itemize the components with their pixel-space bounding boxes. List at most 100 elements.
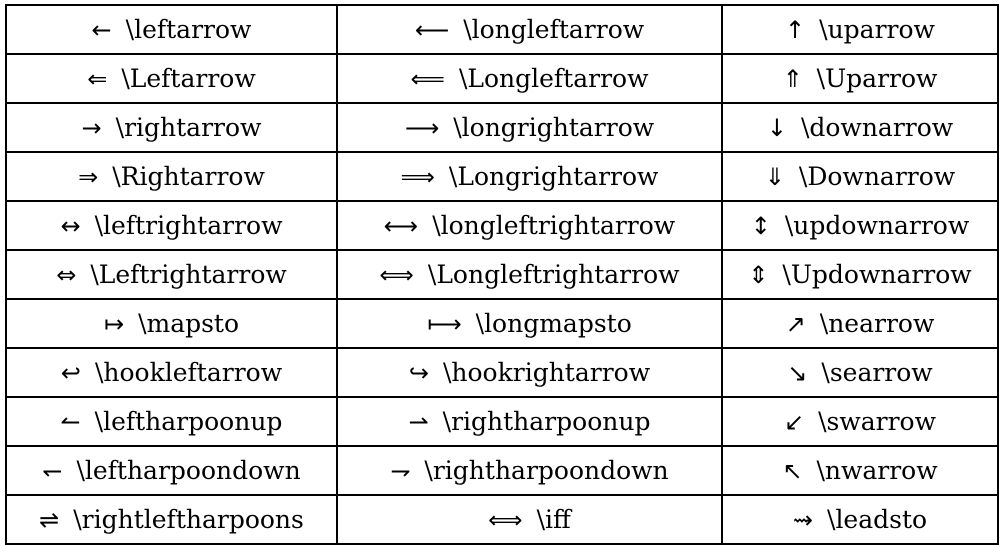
command-label: \Downarrow (798, 162, 956, 191)
arrow-cell: ↓ \downarrow (721, 102, 999, 153)
longrightarrow-icon: ⟶ (404, 114, 440, 142)
table-row: ⇒ \Rightarrow ⟹ \Longrightarrow ⇓ \Downarro… (5, 151, 999, 202)
nearrow-icon: ↗ (785, 310, 806, 338)
command-label: \swarrow (818, 407, 937, 436)
command-label: \Updownarrow (782, 260, 972, 289)
swarrow-icon: ↙ (783, 408, 805, 436)
arrow-cell: ↕ \updownarrow (721, 200, 999, 251)
arrow-cell: ↙ \swarrow (721, 396, 999, 447)
command-label: \longleftrightarrow (432, 211, 676, 240)
command-label: \longrightarrow (453, 113, 655, 142)
command-label: \Longrightarrow (448, 162, 659, 191)
arrow-cell: ⇔ \Leftrightarrow (5, 249, 338, 300)
leftharpoondown-icon: ↽ (42, 457, 63, 485)
table-row: ⇔ \Leftrightarrow ⟺ \Longleftrightarrow ⇕ \… (5, 249, 999, 300)
command-label: \searrow (821, 358, 933, 387)
arrow-cell: ⟺ \Longleftrightarrow (336, 249, 723, 300)
arrow-cell: ⟸ \Longleftarrow (336, 53, 723, 104)
command-label: \longleftarrow (463, 15, 645, 44)
command-label: \Uparrow (816, 64, 938, 93)
arrow-cell: ⇝ \leadsto (721, 494, 999, 545)
double-longrightarrow-icon: ⟹ (400, 163, 435, 191)
command-label: \leadsto (827, 505, 928, 534)
arrow-symbol-table: ← \leftarrow ⟵ \longleftarrow ↑ \uparrow ⇐ \… (5, 4, 999, 545)
leadsto-icon: ⇝ (792, 506, 814, 534)
table-row: → \rightarrow ⟶ \longrightarrow ↓ \downarro… (5, 102, 999, 153)
arrow-cell: ⇓ \Downarrow (721, 151, 999, 202)
longmapsto-icon: ⟼ (427, 310, 462, 338)
arrow-cell: ↔ \leftrightarrow (5, 200, 338, 251)
rightleftharpoons-icon: ⇌ (39, 506, 60, 534)
double-longleftarrow-icon: ⟸ (410, 65, 445, 93)
command-label: \Longleftrightarrow (427, 260, 680, 289)
table-row: ⇌ \rightleftharpoons ⟺ \iff ⇝ \leadsto (5, 494, 999, 545)
nwarrow-icon: ↖ (782, 457, 803, 485)
leftarrow-icon: ← (91, 16, 112, 44)
arrow-cell: ⇒ \Rightarrow (5, 151, 338, 202)
arrow-cell: ⇀ \rightharpoonup (336, 396, 723, 447)
arrow-cell: ← \leftarrow (5, 4, 338, 55)
updownarrow-icon: ↕ (750, 212, 771, 240)
arrow-cell: ⟵ \longleftarrow (336, 4, 723, 55)
rightharpoonup-icon: ⇀ (408, 408, 429, 436)
iff-icon: ⟺ (488, 506, 523, 534)
table-row: ↼ \leftharpoonup ⇀ \rightharpoonup ↙ \swarr… (5, 396, 999, 447)
command-label: \rightharpoonup (442, 407, 651, 436)
arrow-cell: ↘ \searrow (721, 347, 999, 398)
arrow-cell: ↽ \leftharpoondown (5, 445, 338, 496)
double-rightarrow-icon: ⇒ (78, 163, 99, 191)
arrow-cell: ⇌ \rightleftharpoons (5, 494, 338, 545)
double-leftarrow-icon: ⇐ (87, 65, 108, 93)
longleftarrow-icon: ⟵ (414, 16, 450, 44)
arrow-cell: ⟶ \longrightarrow (336, 102, 723, 153)
arrow-cell: ⟹ \Longrightarrow (336, 151, 723, 202)
command-label: \rightarrow (115, 113, 262, 142)
command-label: \rightleftharpoons (73, 505, 304, 534)
longleftrightarrow-icon: ⟷ (383, 212, 419, 240)
arrow-cell: ⇐ \Leftarrow (5, 53, 338, 104)
command-label: \hookrightarrow (442, 358, 651, 387)
leftharpoonup-icon: ↼ (60, 408, 81, 436)
command-label: \nwarrow (816, 456, 938, 485)
arrow-cell: ↖ \nwarrow (721, 445, 999, 496)
command-label: \mapsto (138, 309, 240, 338)
table-row: ↽ \leftharpoondown ⇁ \rightharpoondown ↖ \n… (5, 445, 999, 496)
downarrow-icon: ↓ (766, 114, 787, 142)
hookleftarrow-icon: ↩ (60, 359, 81, 387)
arrow-cell: ⇑ \Uparrow (721, 53, 999, 104)
table-row: ← \leftarrow ⟵ \longleftarrow ↑ \uparrow (5, 4, 999, 55)
mapsto-icon: ↦ (103, 310, 125, 338)
command-label: \Longleftarrow (458, 64, 649, 93)
command-label: \Rightarrow (112, 162, 265, 191)
arrow-cell: ⟼ \longmapsto (336, 298, 723, 349)
arrow-cell: ⇁ \rightharpoondown (336, 445, 723, 496)
command-label: \leftharpoondown (76, 456, 301, 485)
uparrow-icon: ↑ (785, 16, 806, 44)
double-longleftrightarrow-icon: ⟺ (379, 261, 414, 289)
double-uparrow-icon: ⇑ (782, 65, 803, 93)
table-row: ↩ \hookleftarrow ↪ \hookrightarrow ↘ \searr… (5, 347, 999, 398)
table-row: ↦ \mapsto ⟼ \longmapsto ↗ \nearrow (5, 298, 999, 349)
double-leftrightarrow-icon: ⇔ (56, 261, 77, 289)
table-row: ↔ \leftrightarrow ⟷ \longleftrightarrow ↕ \… (5, 200, 999, 251)
command-label: \Leftarrow (121, 64, 256, 93)
rightarrow-icon: → (81, 114, 102, 142)
command-label: \leftharpoonup (94, 407, 283, 436)
leftrightarrow-icon: ↔ (60, 212, 81, 240)
command-label: \rightharpoondown (424, 456, 669, 485)
command-label: \updownarrow (784, 211, 970, 240)
command-label: \iff (536, 505, 571, 534)
arrow-cell: ↦ \mapsto (5, 298, 338, 349)
command-label: \leftrightarrow (94, 211, 283, 240)
arrow-cell: ↪ \hookrightarrow (336, 347, 723, 398)
arrow-cell: ↼ \leftharpoonup (5, 396, 338, 447)
command-label: \leftarrow (125, 15, 252, 44)
searrow-icon: ↘ (787, 359, 808, 387)
command-label: \nearrow (819, 309, 935, 338)
double-updownarrow-icon: ⇕ (748, 261, 769, 289)
rightharpoondown-icon: ⇁ (390, 457, 411, 485)
arrow-cell: ⟺ \iff (336, 494, 723, 545)
command-label: \uparrow (819, 15, 935, 44)
double-downarrow-icon: ⇓ (764, 163, 785, 191)
arrow-cell: ↗ \nearrow (721, 298, 999, 349)
